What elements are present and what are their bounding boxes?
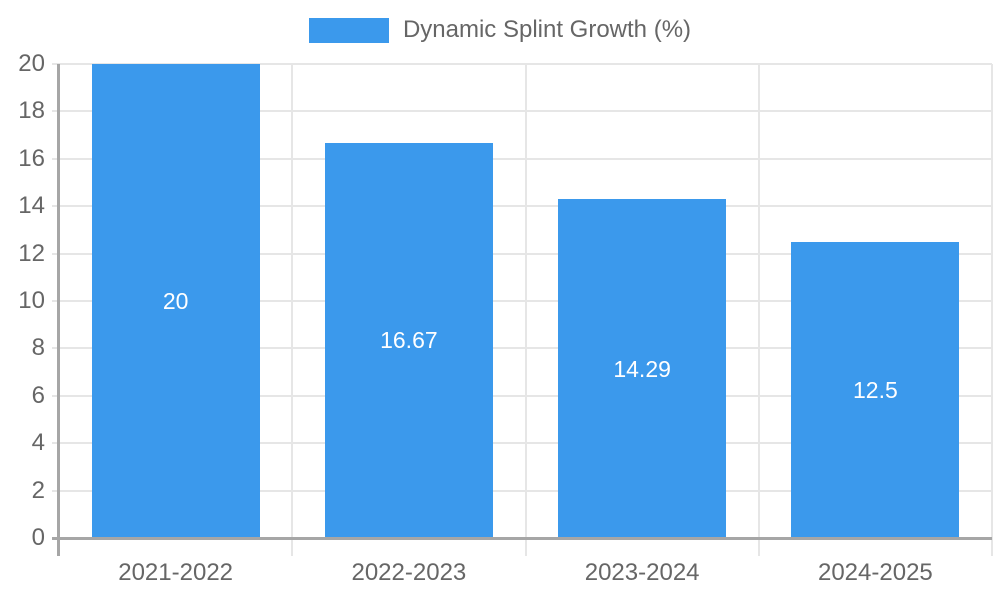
y-gridline — [52, 347, 992, 350]
y-tick-label: 16 — [18, 144, 45, 172]
y-tick-label: 12 — [18, 239, 45, 267]
bar-value-label: 16.67 — [380, 327, 438, 354]
y-tick-label: 6 — [31, 381, 45, 409]
y-gridline — [52, 300, 992, 302]
x-category-label: 2024-2025 — [817, 559, 933, 586]
x-category-label: 2022-2023 — [351, 559, 467, 586]
x-gridline — [291, 64, 294, 538]
y-tick-label: 10 — [18, 287, 45, 314]
x-gridline — [757, 64, 760, 538]
x-category-label: 2021-2022 — [118, 559, 234, 586]
y-tick-label: 20 — [18, 50, 45, 77]
x-gridline — [991, 64, 993, 538]
x-tick — [291, 538, 294, 556]
x-tick — [991, 538, 993, 556]
y-gridline — [52, 110, 992, 113]
bar[interactable] — [791, 241, 960, 538]
y-tick-label: 0 — [31, 524, 45, 551]
x-gridline — [524, 64, 527, 538]
y-gridline — [52, 157, 992, 160]
y-tick-label: 14 — [18, 192, 45, 220]
y-gridline — [52, 63, 992, 65]
bar[interactable] — [324, 142, 493, 538]
y-tick-label: 4 — [31, 429, 45, 457]
y-gridline — [52, 394, 992, 397]
bar[interactable] — [558, 199, 727, 538]
y-tick-label: 2 — [31, 476, 45, 504]
legend[interactable]: Dynamic Splint Growth (%) — [0, 17, 1000, 43]
bar-value-label: 20 — [162, 288, 189, 314]
y-tick-label: 8 — [31, 334, 45, 362]
legend-label: Dynamic Splint Growth (%) — [402, 16, 692, 43]
y-gridline — [52, 205, 992, 208]
x-axis-line — [52, 537, 992, 540]
y-axis-line — [57, 64, 60, 556]
bar-value-label: 14.29 — [613, 355, 671, 382]
x-category-label: 2023-2024 — [584, 559, 700, 586]
x-tick — [757, 538, 760, 556]
y-tick-label: 18 — [18, 97, 45, 125]
y-gridline — [52, 442, 992, 445]
bar[interactable] — [91, 64, 260, 538]
legend-swatch — [308, 17, 389, 43]
y-gridline — [52, 252, 992, 255]
x-tick — [524, 538, 527, 556]
y-gridline — [52, 489, 992, 492]
bar-value-label: 12.5 — [852, 376, 898, 403]
